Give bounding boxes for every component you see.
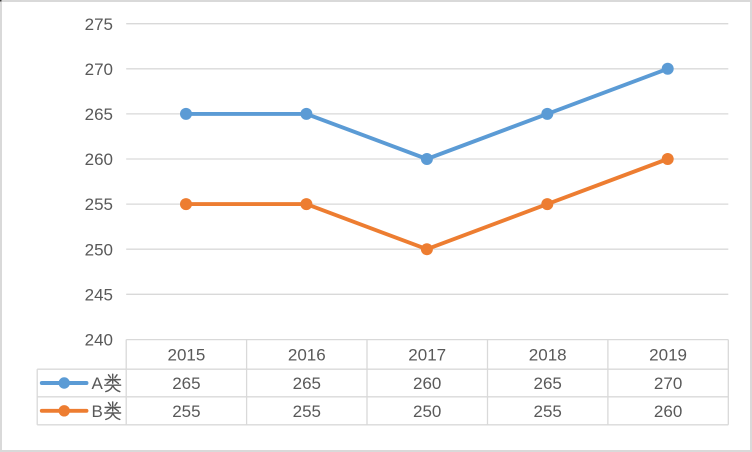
svg-text:255: 255 [172, 402, 200, 421]
svg-text:265: 265 [85, 105, 113, 124]
svg-text:2018: 2018 [529, 346, 567, 365]
svg-text:255: 255 [293, 402, 321, 421]
svg-text:250: 250 [85, 240, 113, 259]
svg-text:A: A [92, 374, 104, 393]
svg-text:255: 255 [85, 195, 113, 214]
svg-text:2016: 2016 [288, 346, 326, 365]
svg-text:240: 240 [85, 331, 113, 350]
svg-text:275: 275 [85, 15, 113, 34]
svg-text:2015: 2015 [167, 346, 205, 365]
svg-text:260: 260 [413, 374, 441, 393]
svg-text:B: B [92, 402, 103, 421]
svg-text:245: 245 [85, 285, 113, 304]
svg-text:2019: 2019 [649, 346, 687, 365]
svg-text:260: 260 [85, 150, 113, 169]
svg-text:260: 260 [654, 402, 682, 421]
svg-text:265: 265 [172, 374, 200, 393]
svg-text:255: 255 [534, 402, 562, 421]
svg-text:270: 270 [85, 60, 113, 79]
svg-text:2017: 2017 [408, 346, 446, 365]
svg-text:270: 270 [654, 374, 682, 393]
svg-text:250: 250 [413, 402, 441, 421]
svg-text:265: 265 [534, 374, 562, 393]
svg-text:265: 265 [293, 374, 321, 393]
